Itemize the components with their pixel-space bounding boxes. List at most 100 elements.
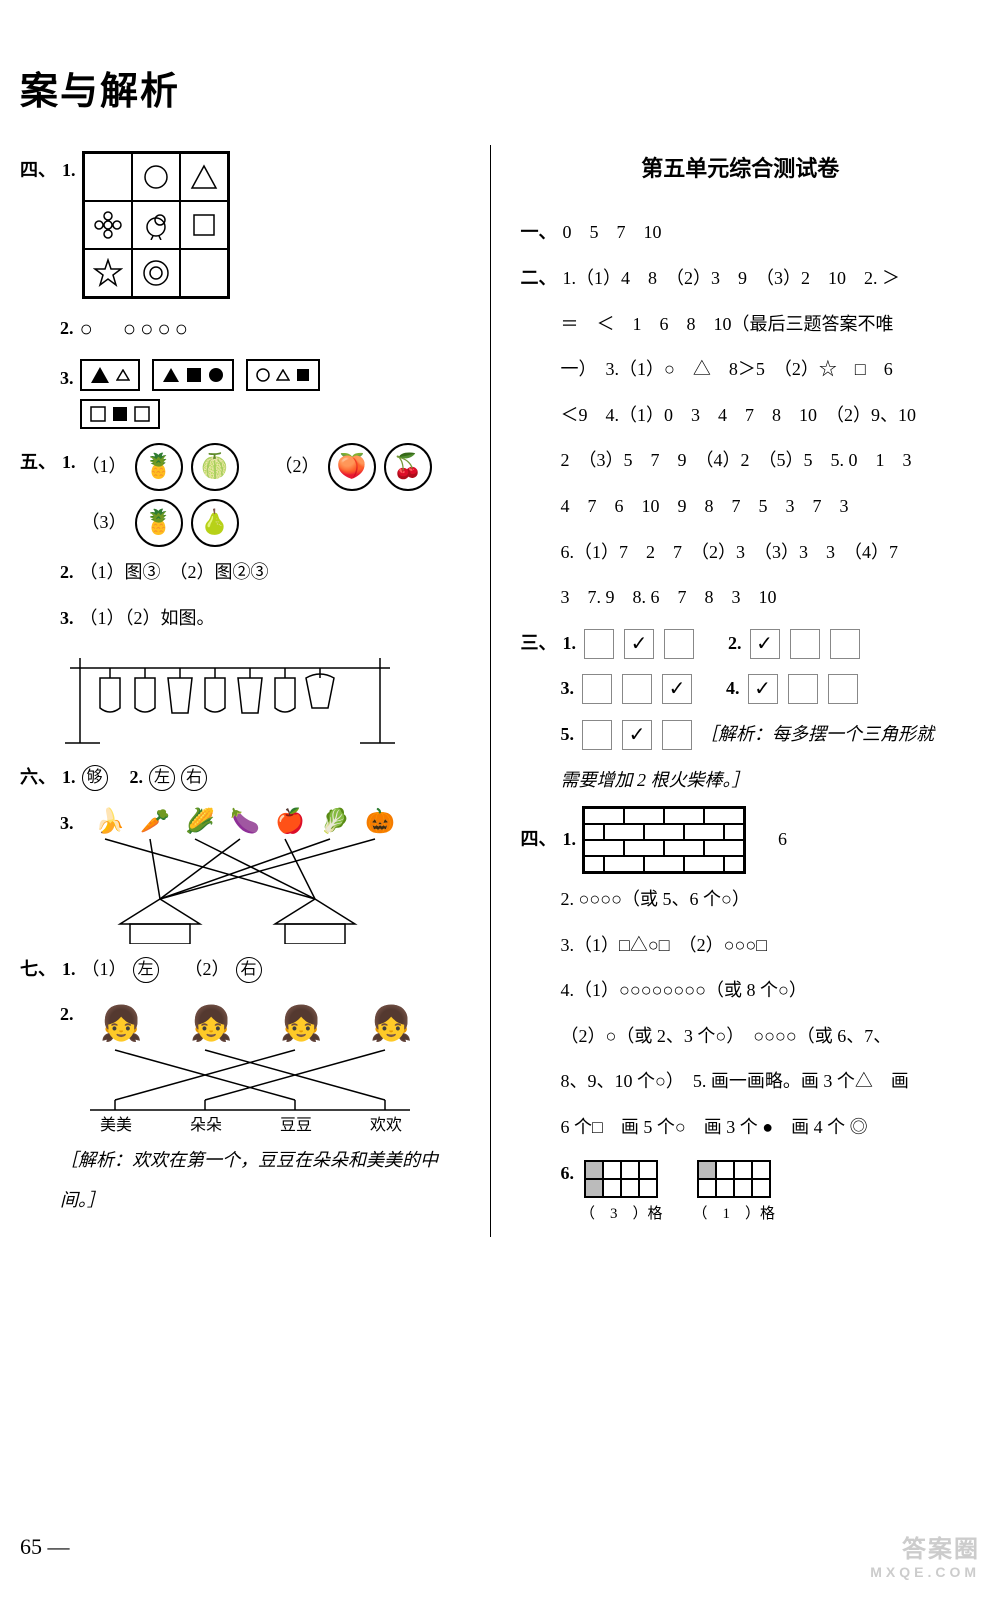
checkbox	[662, 720, 692, 750]
shape-box	[152, 359, 234, 391]
part-label: （1）	[82, 950, 127, 990]
svg-text:🎃: 🎃	[365, 807, 395, 835]
circles-text: ○ ○○○○	[80, 305, 192, 353]
checkbox	[622, 720, 652, 750]
svg-text:🍆: 🍆	[230, 807, 260, 835]
svg-text:🌽: 🌽	[185, 806, 215, 835]
item-number: 3.	[60, 804, 74, 844]
chick-icon	[141, 210, 171, 240]
section-five-label: 五、	[20, 443, 56, 483]
q5-2: 2. （1）图③ （2）图②③	[60, 553, 460, 593]
item-number: 3.	[60, 599, 74, 639]
kid-name: 美美	[100, 1116, 132, 1134]
page: 案与解析 四、 1.	[0, 0, 1000, 1277]
q6-3: 3. 🍌🥕 🌽🍆 🍎🥬 🎃	[60, 804, 460, 944]
column-divider	[490, 145, 491, 1237]
checkbox	[788, 674, 818, 704]
checkbox	[830, 629, 860, 659]
shaded-grid	[584, 1160, 658, 1198]
grid-pair: （ 3 ）格 （ 1 ）格	[580, 1154, 775, 1231]
answer-text: 6	[778, 820, 787, 860]
fruit-icon: 🍈	[191, 443, 239, 491]
svg-text:🥬: 🥬	[320, 807, 350, 835]
shape-box	[246, 359, 320, 391]
page-number: 65 —	[20, 1534, 70, 1560]
circled-answer: 右	[236, 957, 262, 983]
left-column: 四、 1.	[20, 145, 460, 1237]
section-seven-label: 七、	[20, 950, 56, 990]
flower-icon	[93, 210, 123, 240]
item-number: 4.	[726, 669, 740, 709]
fruit-groups: （1） 🍍 🍈 （2） 🍑 🍒 （3） 🍍 🍐	[82, 443, 432, 547]
circled-answer: 右	[181, 765, 207, 791]
part-label: （1）	[82, 447, 127, 487]
watermark-line1: 答案圈	[870, 1529, 980, 1564]
q4-3: 3.	[60, 359, 460, 437]
svg-text:👧: 👧	[370, 1004, 412, 1043]
grid-cell	[132, 153, 180, 201]
star-icon	[93, 258, 123, 288]
answer-text: 6 个□ 画 5 个○ 画 3 个 ● 画 4 个 ◎	[561, 1108, 868, 1148]
unit-title: 第五单元综合测试卷	[521, 145, 961, 193]
answer-text: 8、9、10 个○） 5. 画一画略。画 3 个△ 画	[561, 1062, 909, 1102]
circled-answer: 左	[133, 957, 159, 983]
brick-wall	[582, 806, 746, 874]
q6-1: 六、 1. 够 2. 左 右	[20, 758, 460, 798]
item-number: 1.	[563, 820, 577, 860]
grid-cell	[132, 249, 180, 297]
svg-text:🥕: 🥕	[140, 808, 170, 835]
r-q1: 一、 0 5 7 10	[521, 213, 961, 253]
item-number: 1.	[62, 758, 76, 798]
checkbox	[664, 629, 694, 659]
item-number: 3.	[60, 359, 74, 399]
fruit-icon: 🍒	[384, 443, 432, 491]
q7-2: 2. 👧👧 👧👧	[60, 995, 460, 1135]
item-number: 2.	[60, 995, 74, 1035]
fruit-icon: 🍐	[191, 499, 239, 547]
page-title: 案与解析	[20, 60, 960, 115]
svg-text:🍌: 🍌	[95, 807, 125, 835]
section-label: 二、	[521, 259, 557, 299]
answer-text: 0 5 7 10	[563, 213, 662, 253]
checkbox	[622, 674, 652, 704]
answer-text: 2 （3）5 7 9 （4）2 （5）5 5. 0 1 3	[561, 441, 912, 481]
checkbox	[750, 629, 780, 659]
section-four-label: 四、	[20, 151, 56, 191]
item-number: 1.	[62, 151, 76, 191]
checkbox	[790, 629, 820, 659]
grid-cell	[180, 249, 228, 297]
grid-label: （ 3 ）格	[580, 1198, 663, 1231]
answer-text: （1）图③ （2）图②③	[80, 553, 269, 593]
svg-text:👧: 👧	[280, 1004, 322, 1043]
answer-text: 4.（1）○○○○○○○○（或 8 个○）	[561, 971, 807, 1011]
q7-1: 七、 1. （1） 左 （2） 右	[20, 950, 460, 990]
grid-cell	[180, 201, 228, 249]
grid-cell	[180, 153, 228, 201]
watermark-line2: MXQE.COM	[870, 1564, 980, 1580]
answer-text: （2）○（或 2、3 个○） ○○○○（或 6、7、	[561, 1017, 892, 1057]
q5-3: 3. （1）（2）如图。	[60, 599, 460, 639]
grid-cell	[84, 153, 132, 201]
clothesline-figure	[60, 648, 460, 748]
section-label: 一、	[521, 213, 557, 253]
fruit-icon: 🍍	[135, 499, 183, 547]
note-text: ［解析：每多摆一个三角形就	[700, 715, 934, 755]
answer-text: 一） 3.（1）○ △ 8＞5 （2）☆ □ 6	[561, 350, 893, 390]
q4-1: 四、 1.	[20, 151, 460, 299]
grid-cell	[84, 201, 132, 249]
clothesline-icon	[60, 648, 400, 748]
shape-grid	[82, 151, 230, 299]
part-label: （3）	[82, 503, 127, 543]
item-number: 6.	[561, 1154, 575, 1194]
item-number: 2.	[130, 758, 144, 798]
kid-name: 欢欢	[370, 1116, 402, 1134]
checkbox	[582, 720, 612, 750]
item-number: 5.	[561, 715, 575, 755]
kid-name: 朵朵	[190, 1116, 222, 1134]
grid-cell	[84, 249, 132, 297]
answer-text: 3.（1）□△○□ （2）○○○□	[561, 926, 768, 966]
part-label: （2）	[275, 447, 320, 487]
part-label: （2）	[185, 950, 230, 990]
checkbox	[584, 629, 614, 659]
shape-boxes	[80, 359, 320, 437]
